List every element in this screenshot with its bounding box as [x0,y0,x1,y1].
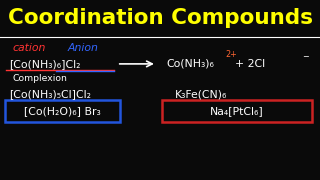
Text: 2+: 2+ [226,50,237,59]
Text: Anion: Anion [67,43,98,53]
Text: Complexion: Complexion [13,74,68,83]
Text: K₃Fe(CN)₆: K₃Fe(CN)₆ [174,89,227,100]
Text: [Co(H₂O)₆] Br₃: [Co(H₂O)₆] Br₃ [24,106,101,116]
Text: −: − [302,52,309,61]
Text: Coordination Compounds: Coordination Compounds [7,8,313,28]
Text: + 2Cl: + 2Cl [235,59,265,69]
Text: cation: cation [13,43,46,53]
Text: Na₄[PtCl₆]: Na₄[PtCl₆] [210,106,264,116]
Text: [Co(NH₃)₆]Cl₂: [Co(NH₃)₆]Cl₂ [10,59,81,69]
Text: [Co(NH₃)₅Cl]Cl₂: [Co(NH₃)₅Cl]Cl₂ [10,89,92,100]
Text: Co(NH₃)₆: Co(NH₃)₆ [166,59,214,69]
